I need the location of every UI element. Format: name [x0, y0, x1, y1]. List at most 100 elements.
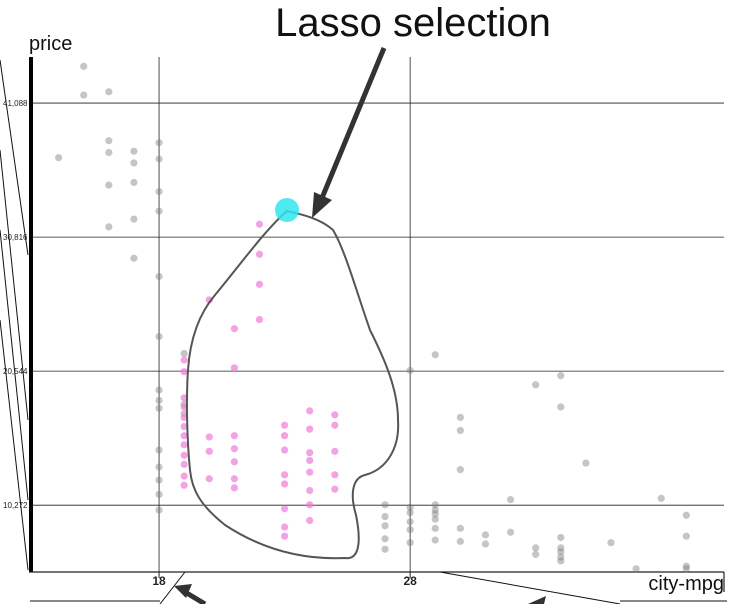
unselected-point — [105, 223, 113, 231]
unselected-point — [406, 518, 414, 526]
unselected-point — [431, 506, 439, 514]
unselected-point — [155, 490, 163, 499]
selected-point — [230, 475, 238, 483]
selected-point — [230, 445, 238, 453]
unselected-point — [557, 544, 565, 552]
unselected-point — [532, 381, 540, 389]
selected-point — [180, 422, 188, 431]
selected-point — [180, 441, 188, 449]
selected-point — [180, 460, 188, 468]
selected-point — [205, 433, 213, 441]
unselected-point — [682, 562, 690, 570]
unselected-point — [155, 404, 163, 412]
unselected-point — [105, 88, 113, 96]
unselected-point — [130, 147, 138, 155]
unselected-point — [180, 349, 188, 358]
bottom-arrow-left — [174, 584, 207, 604]
selected-point — [205, 475, 213, 483]
unselected-point — [582, 459, 590, 467]
selected-point — [331, 485, 339, 493]
annotation-title: Lasso selection — [275, 1, 551, 45]
unselected-point — [406, 366, 414, 375]
selected-point — [306, 516, 314, 525]
selected-point — [280, 480, 289, 488]
selected-point — [306, 449, 314, 457]
selected-point — [331, 471, 339, 479]
selected-point — [180, 481, 188, 489]
y-tick-labels: 10,272 20,544 30,816 41,088 — [3, 99, 28, 510]
unselected-point — [381, 522, 389, 530]
unselected-point — [155, 188, 163, 196]
selected-point — [306, 501, 314, 509]
selected-point — [230, 325, 238, 333]
unselected-point — [381, 535, 389, 543]
left-edge-lines — [0, 59, 29, 571]
selected-point — [280, 532, 289, 540]
selected-point — [280, 505, 289, 513]
lasso-outline — [185, 209, 400, 560]
selected-point — [306, 407, 314, 415]
unselected-point — [557, 403, 565, 411]
unselected-point — [80, 62, 88, 70]
unselected-point — [481, 540, 490, 548]
selected-point — [331, 447, 339, 455]
unselected-point — [557, 372, 565, 380]
unselected-point — [155, 386, 163, 394]
unselected-point — [381, 501, 389, 509]
grid-lines — [31, 57, 724, 572]
x-tick-labels: 18 28 — [152, 572, 417, 588]
unselected-point — [155, 272, 163, 281]
y-axis-title: price — [29, 33, 72, 55]
unselected-point — [506, 496, 515, 504]
selected-point — [180, 368, 188, 376]
selected-point — [280, 523, 289, 531]
selected-point — [230, 458, 238, 466]
unselected-point — [532, 544, 540, 552]
selected-points — [180, 220, 339, 540]
selected-point — [280, 471, 289, 479]
selected-point — [306, 456, 314, 465]
unselected-point — [406, 526, 414, 534]
unselected-point — [431, 351, 439, 359]
unselected-point — [130, 159, 138, 167]
unselected-point — [456, 537, 464, 545]
unselected-point — [381, 545, 389, 553]
selected-point — [306, 486, 314, 495]
annotation-arrow — [312, 47, 387, 218]
unselected-point — [105, 137, 113, 145]
unselected-point — [456, 426, 464, 435]
unselected-point — [557, 553, 565, 561]
unselected-point — [80, 91, 88, 99]
selected-point — [255, 315, 264, 324]
unselected-point — [155, 476, 163, 484]
selected-point — [306, 468, 314, 476]
unselected-point — [431, 501, 439, 509]
selected-point — [180, 472, 188, 480]
lasso-start-point — [275, 198, 299, 222]
x-tick-label: 18 — [152, 574, 166, 588]
unselected-point — [456, 524, 464, 532]
y-tick-label: 20,544 — [3, 367, 28, 376]
unselected-point — [155, 396, 163, 405]
unselected-points — [55, 62, 690, 573]
unselected-point — [481, 531, 490, 539]
y-tick-label: 41,088 — [3, 99, 28, 108]
selected-point — [205, 447, 213, 455]
selected-point — [306, 425, 314, 433]
unselected-point — [657, 494, 665, 502]
unselected-point — [130, 254, 138, 262]
selected-point — [180, 356, 188, 364]
unselected-point — [130, 215, 138, 223]
unselected-point — [431, 536, 439, 544]
selected-point — [205, 296, 213, 304]
unselected-point — [105, 181, 113, 189]
selected-point — [255, 220, 264, 228]
y-tick-label: 10,272 — [3, 501, 28, 510]
unselected-point — [682, 511, 690, 519]
x-tick-label: 28 — [403, 574, 417, 588]
selected-point — [331, 411, 339, 419]
unselected-point — [381, 512, 389, 521]
unselected-point — [682, 532, 690, 540]
unselected-point — [532, 550, 540, 559]
